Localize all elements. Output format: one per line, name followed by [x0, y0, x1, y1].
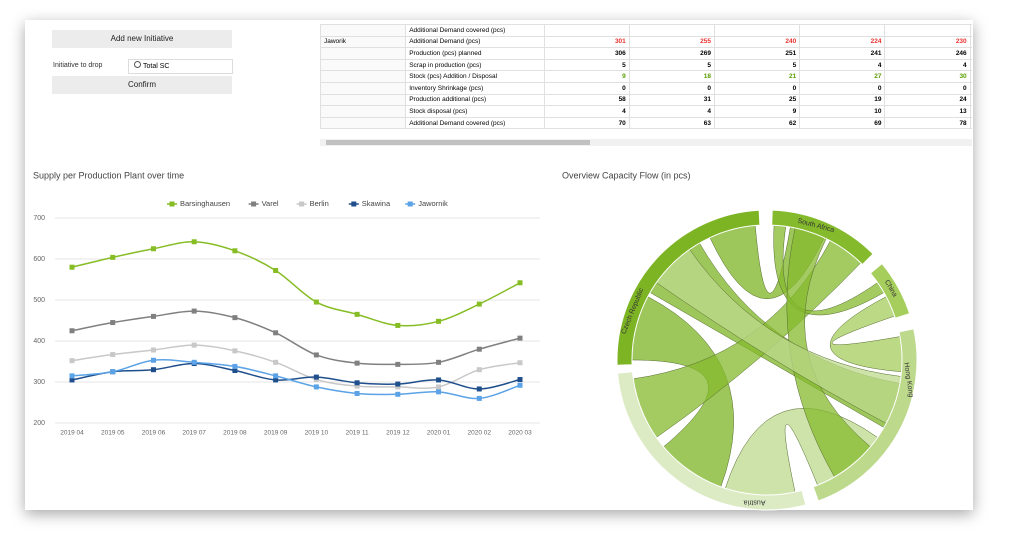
- table-row: Jaworik Additional Demand (pcs) 301 255 240 2…: [320, 35, 972, 49]
- value-cell: 240: [714, 35, 801, 49]
- value-cell: 4: [799, 58, 886, 72]
- table-row: Stock disposal (pcs)44910131: [320, 105, 972, 118]
- value-cell: 25: [714, 93, 801, 107]
- value-cell: 19: [799, 93, 886, 107]
- value-cell: [969, 70, 972, 83]
- value-cell: 4: [543, 105, 630, 118]
- table-row: Additional Demand covered (pcs): [320, 24, 972, 37]
- value-cell: [628, 24, 716, 37]
- value-cell: 70: [543, 116, 630, 130]
- group-cell: [320, 24, 407, 37]
- value-cell: [969, 24, 972, 37]
- value-cell: 5: [543, 58, 630, 72]
- table-row: Production additional (pcs)58312519242: [320, 93, 972, 107]
- group-cell: [320, 116, 407, 130]
- table-row: Scrap in production (pcs) 5 5 5 4 4: [320, 58, 972, 72]
- value-cell: 0: [884, 81, 971, 95]
- value-cell: [543, 24, 630, 37]
- group-cell: [320, 105, 407, 118]
- row-label: Additional Demand covered (pcs): [405, 116, 545, 130]
- value-cell: 62: [714, 116, 801, 130]
- value-cell: 251: [714, 47, 801, 60]
- value-cell: 13: [884, 105, 971, 118]
- row-label: Inventory Shrinkage (pcs): [405, 81, 545, 95]
- value-cell: [969, 81, 972, 95]
- value-cell: 255: [628, 35, 716, 49]
- value-cell: 78: [884, 116, 971, 130]
- table: Additional Demand covered (pcs) Jaworik Ad…: [320, 24, 972, 130]
- row-label: Scrap in production (pcs): [405, 58, 545, 72]
- table-row: Inventory Shrinkage (pcs) 0 0 0 0 0: [320, 81, 972, 95]
- group-cell: [320, 47, 407, 60]
- table-row: Production (pcs) planned3062692512412462…: [320, 47, 972, 60]
- value-cell: 230: [884, 35, 971, 49]
- value-cell: 69: [799, 116, 886, 130]
- value-cell: 18: [628, 70, 716, 83]
- group-cell: [320, 93, 407, 107]
- row-label: Production additional (pcs): [405, 93, 545, 107]
- value-cell: 3: [969, 116, 972, 130]
- group-cell: Jaworik: [320, 35, 407, 49]
- group-cell: [320, 70, 407, 83]
- radio[interactable]: [134, 61, 141, 68]
- value-cell: 2: [969, 93, 972, 107]
- value-cell: 31: [628, 93, 716, 107]
- value-cell: 0: [628, 81, 716, 95]
- drop-label: Initiative to drop: [53, 62, 103, 69]
- row-label: Production (pcs) planned: [405, 47, 545, 60]
- value-cell: 0: [799, 81, 886, 95]
- table-row: Stock (pcs) Addition / Disposal 9 18 21 27 30: [320, 70, 972, 83]
- value-cell: 224: [799, 35, 886, 49]
- value-cell: 63: [628, 116, 716, 130]
- value-cell: 21: [714, 70, 801, 83]
- value-cell: 25: [969, 47, 972, 60]
- value-cell: 4: [884, 58, 971, 72]
- row-label: Stock disposal (pcs): [405, 105, 545, 118]
- row-label: Stock (pcs) Addition / Disposal: [405, 70, 545, 83]
- group-cell: [320, 58, 407, 72]
- value-cell: 9: [543, 70, 630, 83]
- value-cell: [884, 24, 971, 37]
- drop-select[interactable]: Total SC: [128, 59, 233, 74]
- value-cell: 10: [799, 105, 886, 118]
- value-cell: 306: [543, 47, 630, 60]
- value-cell: 5: [628, 58, 716, 72]
- value-cell: 26: [969, 35, 972, 49]
- value-cell: 0: [714, 81, 801, 95]
- value-cell: 4: [628, 105, 716, 118]
- value-cell: 24: [884, 93, 971, 107]
- value-cell: 30: [884, 70, 971, 83]
- value-cell: [799, 24, 886, 37]
- scrollbar[interactable]: [320, 139, 972, 146]
- row-label: Additional Demand covered (pcs): [405, 24, 545, 37]
- value-cell: 269: [628, 47, 716, 60]
- value-cell: 5: [714, 58, 801, 72]
- value-cell: [969, 58, 972, 72]
- value-cell: 58: [543, 93, 630, 107]
- row-label: Additional Demand (pcs): [405, 35, 545, 49]
- add-button[interactable]: Add new Initiative: [52, 30, 232, 48]
- value-cell: 9: [714, 105, 801, 118]
- value-cell: 241: [799, 47, 886, 60]
- group-cell: [320, 81, 407, 95]
- value-cell: 0: [543, 81, 630, 95]
- value-cell: 1: [969, 105, 972, 118]
- value-cell: [714, 24, 801, 37]
- drop-option: Total SC: [143, 63, 170, 70]
- value-cell: 27: [799, 70, 886, 83]
- value-cell: 301: [543, 35, 630, 49]
- table-row: Additional Demand covered (pcs) 70 63 62 69 7…: [320, 116, 972, 130]
- confirm-button[interactable]: Confirm: [52, 76, 232, 94]
- value-cell: 246: [884, 47, 971, 60]
- scroll-thumb[interactable]: [326, 140, 590, 145]
